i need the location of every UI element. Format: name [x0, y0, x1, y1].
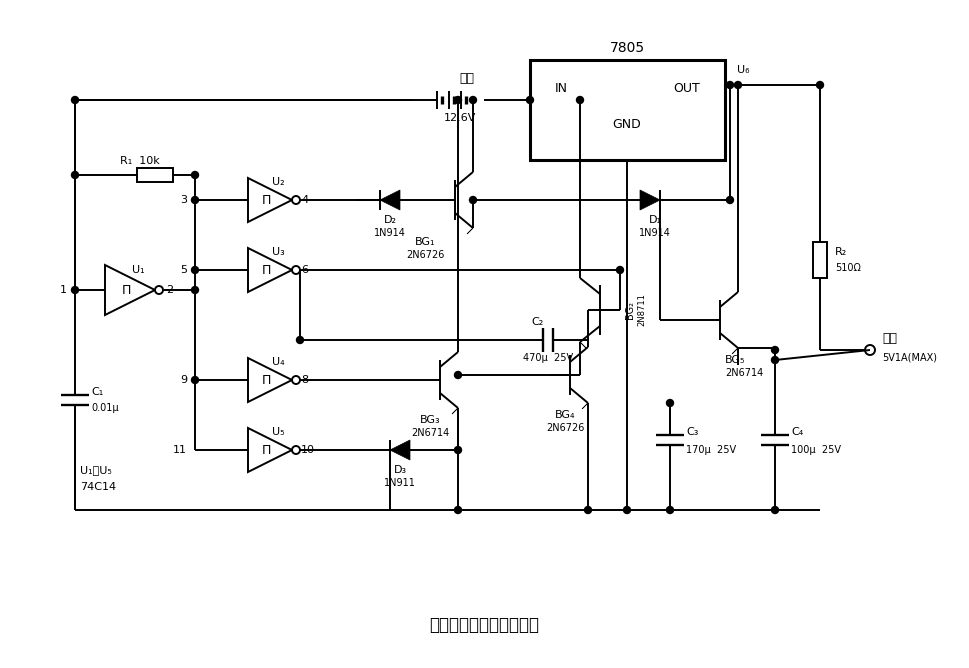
Circle shape: [667, 399, 673, 407]
Text: 100μ  25V: 100μ 25V: [791, 445, 841, 455]
Text: OUT: OUT: [673, 81, 700, 94]
Circle shape: [454, 96, 461, 104]
Text: 5: 5: [180, 265, 187, 275]
Text: GND: GND: [612, 118, 641, 132]
Circle shape: [771, 506, 778, 514]
Text: Π: Π: [121, 283, 131, 297]
Text: U₁: U₁: [132, 265, 144, 275]
Circle shape: [771, 347, 778, 353]
Circle shape: [454, 446, 461, 454]
Text: BG₂: BG₂: [625, 301, 635, 319]
Circle shape: [667, 506, 673, 514]
Text: 2N6714: 2N6714: [725, 368, 764, 378]
Text: 510Ω: 510Ω: [835, 263, 860, 273]
Circle shape: [584, 506, 591, 514]
Text: 2: 2: [166, 285, 173, 295]
Text: BG₄: BG₄: [554, 410, 576, 420]
Circle shape: [192, 287, 199, 293]
Text: 1N914: 1N914: [374, 228, 406, 238]
Text: 输出: 输出: [882, 331, 897, 345]
Circle shape: [192, 196, 199, 204]
Polygon shape: [732, 348, 738, 354]
Text: 12.6V: 12.6V: [444, 113, 476, 123]
Text: C₁: C₁: [91, 387, 104, 397]
Text: U₂: U₂: [271, 177, 284, 187]
Text: U₅: U₅: [271, 427, 284, 437]
Text: D₁: D₁: [648, 215, 662, 225]
Circle shape: [454, 506, 461, 514]
Text: 9: 9: [180, 375, 187, 385]
Text: 6: 6: [301, 265, 308, 275]
Text: 2N6726: 2N6726: [546, 423, 584, 433]
Text: 1N911: 1N911: [384, 478, 416, 488]
Text: Π: Π: [262, 444, 270, 456]
Text: 2N6714: 2N6714: [411, 428, 449, 438]
Text: 电池: 电池: [459, 71, 475, 84]
Text: 7805: 7805: [610, 41, 644, 55]
Polygon shape: [467, 228, 473, 234]
Text: 0.01μ: 0.01μ: [91, 403, 118, 413]
Bar: [530, 60, 725, 160]
Text: 11: 11: [173, 445, 187, 455]
Circle shape: [192, 267, 199, 273]
Text: 2N6726: 2N6726: [406, 250, 444, 260]
Text: U₆: U₆: [737, 65, 749, 75]
Text: D₃: D₃: [393, 465, 407, 475]
Circle shape: [192, 172, 199, 178]
Text: 8: 8: [301, 375, 308, 385]
Text: D₂: D₂: [384, 215, 396, 225]
Circle shape: [771, 357, 778, 363]
Text: C₂: C₂: [532, 317, 545, 327]
Bar: [137, 168, 173, 182]
Bar: [813, 242, 827, 278]
Circle shape: [470, 196, 477, 204]
Text: U₄: U₄: [271, 357, 284, 367]
Circle shape: [72, 287, 78, 293]
Text: U₃: U₃: [271, 247, 284, 257]
Circle shape: [616, 267, 623, 273]
Text: IN: IN: [555, 81, 568, 94]
Text: 10: 10: [301, 445, 315, 455]
Text: 74C14: 74C14: [80, 482, 116, 492]
Text: 1N914: 1N914: [640, 228, 671, 238]
Text: Π: Π: [262, 263, 270, 277]
Text: R₂: R₂: [835, 247, 847, 257]
Circle shape: [297, 337, 303, 343]
Circle shape: [577, 96, 583, 104]
Text: 4: 4: [301, 195, 308, 205]
Text: 5V1A(MAX): 5V1A(MAX): [882, 352, 937, 362]
Circle shape: [192, 377, 199, 383]
Circle shape: [72, 96, 78, 104]
Text: BG₅: BG₅: [725, 355, 745, 365]
Text: 170μ  25V: 170μ 25V: [686, 445, 736, 455]
Polygon shape: [580, 342, 586, 348]
Circle shape: [623, 506, 631, 514]
Text: R₁  10k: R₁ 10k: [120, 156, 160, 166]
Text: BG₃: BG₃: [420, 415, 440, 425]
Text: C₃: C₃: [686, 427, 699, 437]
Circle shape: [727, 196, 734, 204]
Circle shape: [526, 96, 534, 104]
Text: 延长电池寿命的开关电源: 延长电池寿命的开关电源: [429, 616, 539, 634]
Polygon shape: [582, 403, 588, 409]
Circle shape: [817, 81, 824, 88]
Circle shape: [727, 81, 734, 88]
Text: 470μ  25V: 470μ 25V: [523, 353, 573, 363]
Text: BG₁: BG₁: [415, 237, 435, 247]
Text: U₁～U₅: U₁～U₅: [80, 465, 111, 475]
Polygon shape: [380, 190, 400, 210]
Circle shape: [735, 81, 741, 88]
Text: Π: Π: [262, 373, 270, 387]
Polygon shape: [390, 440, 410, 460]
Text: 3: 3: [180, 195, 187, 205]
Circle shape: [72, 172, 78, 178]
Text: 2N8711: 2N8711: [638, 293, 646, 327]
Circle shape: [454, 371, 461, 379]
Text: Π: Π: [262, 194, 270, 206]
Text: C₄: C₄: [791, 427, 803, 437]
Polygon shape: [453, 408, 458, 414]
Circle shape: [470, 96, 477, 104]
Text: 1: 1: [60, 285, 67, 295]
Polygon shape: [640, 190, 660, 210]
